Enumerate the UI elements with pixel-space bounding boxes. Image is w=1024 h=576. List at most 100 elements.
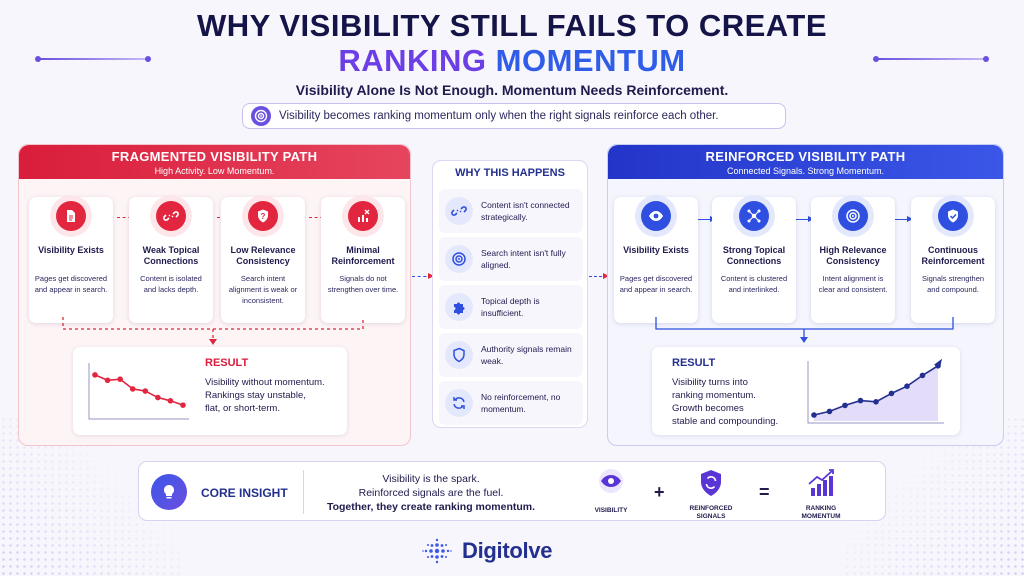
rising-trend-point	[919, 372, 926, 379]
why-item: Authority signals remain weak.	[439, 333, 583, 377]
result-title: RESULT	[205, 357, 249, 369]
step-title: Continuous Reinforcement	[921, 245, 985, 266]
rising-trend-point	[888, 390, 895, 397]
eye-icon	[599, 469, 623, 493]
target-icon	[445, 245, 473, 273]
reinforced-step-2: Strong Topical Connections Content is cl…	[712, 195, 796, 323]
chart-axis	[88, 363, 189, 420]
brand-name: Digitolve	[462, 538, 553, 563]
title-word-momentum: MOMENTUM	[495, 43, 686, 78]
declining-trend-point	[180, 402, 186, 408]
reinforced-result-card: RESULT Visibility turns into ranking mom…	[652, 347, 960, 435]
step-title: Minimal Reinforcement	[331, 245, 395, 266]
declining-trend-chart	[88, 363, 189, 420]
why-item: No reinforcement, no momentum.	[439, 381, 583, 425]
fragmented-path-subtitle: High Activity. Low Momentum.	[154, 166, 275, 176]
dashed-arrow-to-middle	[412, 272, 434, 279]
declining-trend-point	[117, 376, 123, 382]
reinforced-step-3: High Relevance Consistency Intent alignm…	[811, 195, 895, 323]
shield-icon	[445, 341, 473, 369]
network-icon	[739, 201, 769, 231]
step-desc: Signals do not strengthen over time.	[327, 274, 399, 294]
declining-trend-point	[92, 372, 98, 378]
dashed-arrow-from-middle	[589, 272, 609, 279]
fragmented-step-3: ? Low Relevance Consistency Search inten…	[221, 195, 305, 323]
why-title: WHY THIS HAPPENS	[455, 167, 565, 179]
solid-arrow	[895, 215, 913, 222]
equals-sign: =	[759, 482, 770, 502]
reinforced-path-subtitle: Connected Signals. Strong Momentum.	[726, 166, 885, 176]
broken-link-icon	[156, 201, 186, 231]
step-desc: Pages get discovered and appear in searc…	[619, 274, 693, 294]
chart-axis	[807, 361, 944, 424]
declining-trend-point	[104, 377, 111, 384]
fragmented-path-panel: FRAGMENTED VISIBILITY PATH High Activity…	[18, 144, 411, 446]
eye-icon	[641, 201, 671, 231]
subtitle: Visibility Alone Is Not Enough. Momentum…	[295, 82, 729, 98]
why-this-happens-panel: WHY THIS HAPPENS Content isn't connected…	[432, 160, 588, 428]
fragmented-path-header: FRAGMENTED VISIBILITY PATH High Activity…	[19, 145, 410, 179]
declining-trend-point	[155, 394, 161, 401]
declining-trend-point	[142, 388, 149, 394]
callout-text: Visibility becomes ranking momentum only…	[279, 110, 719, 122]
chart-area	[814, 365, 938, 421]
declining-trend-point	[129, 386, 136, 392]
plus-sign: +	[654, 482, 665, 502]
lightbulb-icon	[151, 474, 187, 510]
chart-arrowhead	[934, 358, 942, 368]
title-word-ranking: RANKING	[338, 43, 487, 78]
rising-trend-point	[857, 397, 864, 404]
reinforced-step-4: Continuous Reinforcement Signals strengt…	[911, 195, 995, 323]
step-desc: Search intent alignment is weak or incon…	[228, 274, 298, 305]
step-desc: Signals strengthen and compound.	[921, 274, 985, 294]
refresh-shield-icon	[701, 470, 721, 496]
rising-trend-point	[826, 408, 833, 415]
equation-ranking-momentum: RANKING MOMENTUM	[789, 468, 853, 521]
step-desc: Content is isolated and lacks depth.	[140, 274, 202, 294]
step-title: Visibility Exists	[623, 245, 689, 255]
result-title: RESULT	[672, 357, 716, 369]
reinforced-path-panel: REINFORCED VISIBILITY PATH Connected Sig…	[607, 144, 1004, 446]
svg-text:?: ?	[261, 212, 266, 221]
puzzle-icon	[445, 293, 473, 321]
globe-dots-icon	[422, 538, 452, 564]
check-shield-icon	[938, 201, 968, 231]
equation-visibility: VISIBILITY	[583, 468, 639, 515]
core-insight-bar: CORE INSIGHT Visibility is the spark. Re…	[138, 461, 886, 521]
result-desc: Visibility turns into ranking momentum. …	[672, 377, 779, 427]
core-insight-text: Visibility is the spark. Reinforced sign…	[326, 473, 536, 513]
core-insight-label: CORE INSIGHT	[201, 486, 288, 500]
step-title: Visibility Exists	[38, 245, 104, 255]
chart-x-icon	[348, 201, 378, 231]
title-line-1: WHY VISIBILITY STILL FAILS TO CREATE	[196, 8, 828, 43]
step-desc: Intent alignment is clear and consistent…	[818, 274, 888, 294]
document-icon	[56, 201, 86, 231]
equation-reinforced-signals: REINFORCED SIGNALS	[679, 468, 743, 521]
target-icon	[251, 106, 271, 126]
decorative-line-left	[35, 56, 151, 62]
fragmented-path-title: FRAGMENTED VISIBILITY PATH	[111, 149, 318, 164]
step-title: High Relevance Consistency	[819, 245, 887, 266]
decorative-line-right	[873, 56, 989, 62]
refresh-icon	[445, 389, 473, 417]
step-desc: Content is clustered and interlinked.	[720, 274, 788, 294]
reinforced-step-1: Visibility Exists Pages get discovered a…	[614, 195, 698, 323]
fragmented-step-1: Visibility Exists Pages get discovered a…	[29, 195, 113, 323]
why-item: Content isn't connected strategically.	[439, 189, 583, 233]
step-title: Low Relevance Consistency	[230, 245, 296, 266]
reinforced-path-header: REINFORCED VISIBILITY PATH Connected Sig…	[608, 145, 1003, 179]
callout-banner: Visibility becomes ranking momentum only…	[242, 103, 786, 129]
why-item: Search intent isn't fully aligned.	[439, 237, 583, 281]
question-shield-icon: ?	[248, 201, 278, 231]
fragmented-step-4: Minimal Reinforcement Signals do not str…	[321, 195, 405, 323]
reinforced-connector	[655, 317, 954, 343]
step-title: Weak Topical Connections	[142, 245, 200, 266]
step-desc: Pages get discovered and appear in searc…	[34, 274, 108, 294]
why-item: Topical depth is insufficient.	[439, 285, 583, 329]
target-icon	[838, 201, 868, 231]
rising-trend-point	[842, 402, 848, 409]
reinforced-path-title: REINFORCED VISIBILITY PATH	[705, 149, 906, 164]
result-desc: Visibility without momentum. Rankings st…	[205, 377, 325, 414]
rising-trend-point	[904, 383, 910, 389]
fragmented-step-2: Weak Topical Connections Content is isol…	[129, 195, 213, 323]
